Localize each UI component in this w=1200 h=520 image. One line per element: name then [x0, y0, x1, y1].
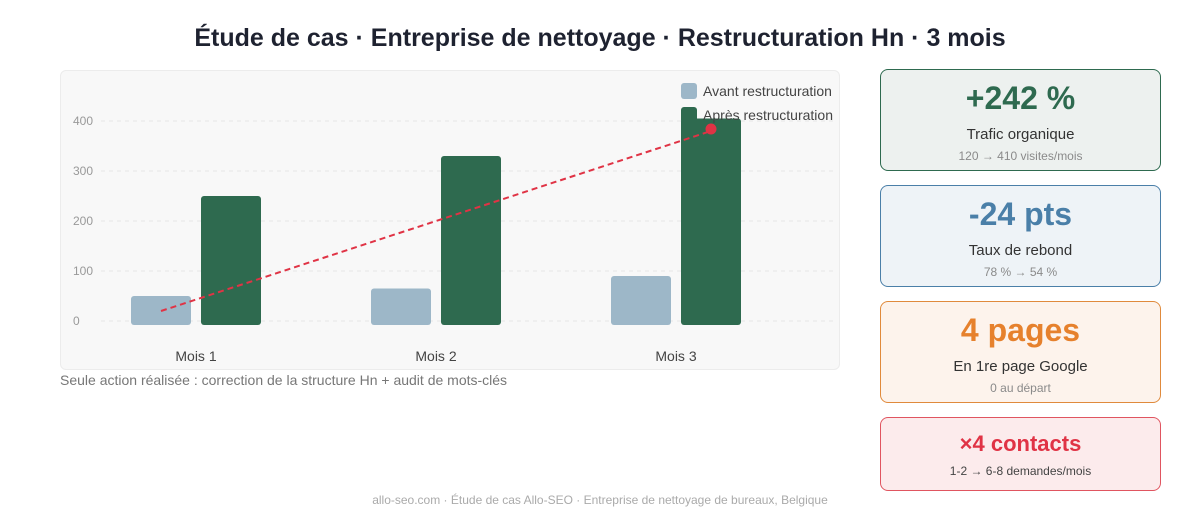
bar-avant-2	[371, 288, 431, 325]
bar-apres-1	[201, 196, 261, 325]
kpi-card-pages: 4 pages En 1re page Google 0 au départ	[880, 301, 1161, 403]
kpi-value-pages: 4 pages	[960, 312, 1081, 348]
kpi-label-bounce: Taux de rebond	[968, 242, 1073, 259]
chart-footnote: Seule action réalisée : correction de la…	[60, 372, 508, 388]
kpi-value-contacts: ×4 contacts	[959, 431, 1082, 456]
kpi-value-traffic: +242 %	[965, 80, 1076, 116]
bar-apres-2	[441, 156, 501, 325]
bar-avant-3	[611, 276, 671, 325]
y-tick-label: 400	[73, 114, 93, 128]
chart-area: 0 100 200 300 400 Mois 1 Mois 2 Mois 3 Avant re…	[60, 70, 840, 370]
x-tick-label: Mois 3	[655, 348, 696, 364]
y-tick-label: 200	[73, 214, 93, 228]
y-tick-label: 0	[73, 314, 80, 328]
legend-item-avant: Avant restructuration	[681, 79, 833, 103]
kpi-value-bounce: -24 pts	[968, 196, 1073, 232]
y-tick-label: 100	[73, 264, 93, 278]
kpi-card-bounce: -24 pts Taux de rebond 78 % → 54 %	[880, 185, 1161, 287]
kpi-sub-bounce: 78 % → 54 %	[983, 265, 1058, 279]
legend-item-apres: Après restructuration	[681, 103, 833, 127]
legend: Avant restructuration Après restructurat…	[681, 79, 833, 127]
page-footer: allo-seo.com · Étude de cas Allo-SEO · E…	[372, 493, 828, 507]
kpi-sub-traffic: 120 → 410 visites/mois	[958, 149, 1083, 163]
kpi-sub-pages: 0 au départ	[990, 381, 1051, 395]
legend-swatch-avant	[681, 83, 698, 99]
chart-title: Étude de cas · Entreprise de nettoyage ·…	[194, 24, 1006, 52]
kpi-card-traffic: +242 % Trafic organique 120 → 410 visite…	[880, 69, 1161, 171]
kpi-card-contacts: ×4 contacts 1-2 → 6-8 demandes/mois	[880, 417, 1161, 491]
trend-line	[160, 130, 712, 312]
bar-chart: 0 100 200 300 400 Mois 1 Mois 2 Mois 3	[73, 114, 836, 364]
legend-label-apres: Après restructuration	[703, 107, 833, 123]
legend-swatch-apres	[681, 107, 698, 123]
kpi-label-traffic: Trafic organique	[966, 126, 1075, 143]
kpi-label-pages: En 1re page Google	[953, 358, 1088, 375]
kpi-sub-contacts: 1-2 → 6-8 demandes/mois	[949, 464, 1092, 478]
bar-apres-3	[681, 118, 741, 325]
y-tick-label: 300	[73, 164, 93, 178]
x-tick-label: Mois 2	[415, 348, 456, 364]
x-tick-label: Mois 1	[175, 348, 216, 364]
trend-end-dot	[705, 123, 717, 135]
legend-label-avant: Avant restructuration	[703, 83, 832, 99]
